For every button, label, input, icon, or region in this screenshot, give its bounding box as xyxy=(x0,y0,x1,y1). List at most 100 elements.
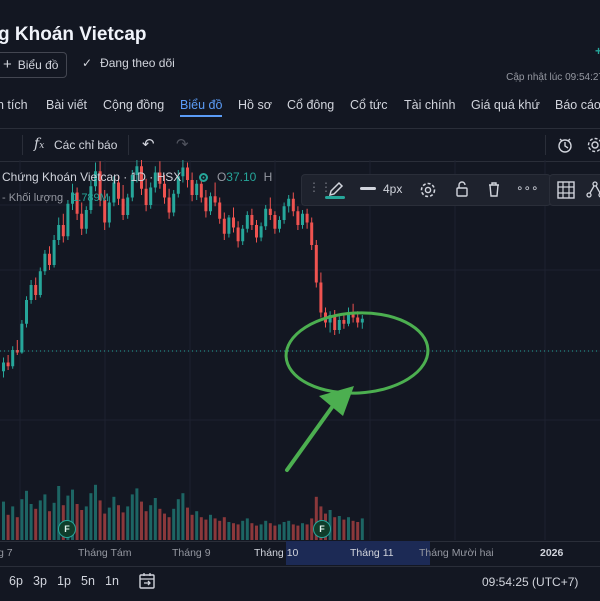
indicators-button[interactable]: Các chỉ báo xyxy=(54,138,117,152)
pen-color-indicator xyxy=(325,196,345,199)
tab-articles[interactable]: Bài viết xyxy=(46,98,87,112)
tab-community[interactable]: Cộng đồng xyxy=(103,98,164,112)
range-6m-button[interactable]: 6p xyxy=(9,574,23,588)
candle-body xyxy=(25,300,28,324)
volume-bar xyxy=(30,504,33,540)
range-5d-button[interactable]: 5n xyxy=(81,574,95,588)
volume-bar xyxy=(264,521,267,540)
volume-bar xyxy=(34,509,37,540)
high-label: H xyxy=(264,170,273,184)
range-3m-button[interactable]: 3p xyxy=(33,574,47,588)
financial-event-marker[interactable]: F xyxy=(313,520,331,538)
candle-body xyxy=(250,215,253,225)
candle-body xyxy=(269,209,272,215)
indicators-icon[interactable]: fx xyxy=(34,136,44,152)
volume-bar xyxy=(306,524,309,540)
volume-bar xyxy=(20,499,23,540)
undo-icon[interactable]: ↶ xyxy=(142,135,155,153)
volume-bar xyxy=(177,499,180,540)
candle-body xyxy=(108,203,111,223)
annotation-arrow-shaft[interactable] xyxy=(287,396,340,470)
candle-body xyxy=(2,363,5,372)
chart-legend-volume: - Khối lượng 1.789M xyxy=(2,192,109,204)
candle-body xyxy=(283,206,286,220)
volume-bar xyxy=(108,508,111,540)
candle-body xyxy=(273,215,276,229)
x-tick-label: Tháng 11 xyxy=(350,547,394,559)
candle-body xyxy=(62,225,65,236)
unlock-icon[interactable] xyxy=(453,180,471,198)
volume-bar xyxy=(76,504,79,540)
settings-gear-icon[interactable] xyxy=(419,181,437,199)
add-chart-button[interactable]: + Biểu đồ xyxy=(0,52,67,78)
volume-bar xyxy=(356,522,359,540)
chart-legend-symbol: Chứng Khoán Vietcap · 1D · HSX O37.10 H xyxy=(2,170,272,184)
candle-body xyxy=(278,220,281,229)
candle-body xyxy=(287,199,290,207)
toolbar-divider xyxy=(545,135,546,155)
candle-body xyxy=(310,223,313,246)
volume-bar xyxy=(25,491,28,540)
following-label: Đang theo dõi xyxy=(100,56,175,70)
candle-body xyxy=(301,214,304,225)
volume-bar xyxy=(94,485,97,540)
volume-bar xyxy=(48,511,51,540)
volume-bar xyxy=(158,509,161,540)
candle-body xyxy=(112,183,115,203)
candle-body xyxy=(292,199,295,212)
chart-canvas[interactable] xyxy=(0,160,600,540)
range-1m-button[interactable]: 1p xyxy=(57,574,71,588)
market-open-dot-icon xyxy=(199,173,208,182)
calendar-range-icon[interactable] xyxy=(138,572,156,590)
candle-body xyxy=(241,229,244,242)
drawing-toolbar: ⋮⋮ ∘∘∘ xyxy=(301,174,551,206)
volume-bar xyxy=(168,517,171,540)
volume-bar xyxy=(99,500,102,540)
volume-bars xyxy=(2,485,364,540)
volume-bar xyxy=(241,521,244,540)
tab-reports[interactable]: Báo cáo xyxy=(555,98,600,112)
tab-dividends[interactable]: Cổ tức xyxy=(350,98,388,112)
line-width-swatch[interactable] xyxy=(360,187,376,190)
grid-layout-icon[interactable] xyxy=(556,180,576,200)
check-icon: ✓ xyxy=(82,56,92,70)
volume-bar xyxy=(181,493,184,540)
candle-body xyxy=(223,219,226,234)
more-icon[interactable]: ∘∘∘ xyxy=(516,181,539,195)
financial-event-marker[interactable]: F xyxy=(58,520,76,538)
price-change: + xyxy=(595,44,600,58)
volume-bar xyxy=(342,520,345,540)
tab-financials[interactable]: Tài chính xyxy=(404,98,455,112)
volume-bar xyxy=(361,518,364,540)
alert-clock-icon[interactable] xyxy=(556,136,574,154)
stock-header: g Khoán Vietcap + + Biểu đồ ✓ Đang theo … xyxy=(0,0,600,90)
trash-icon[interactable] xyxy=(485,180,503,198)
following-button[interactable]: ✓ Đang theo dõi xyxy=(82,56,175,70)
redo-icon[interactable]: ↷ xyxy=(176,135,189,153)
volume-bar xyxy=(292,524,295,540)
tab-price-history[interactable]: Giá quá khứ xyxy=(471,98,540,112)
volume-bar xyxy=(260,524,263,540)
settings-gear-icon[interactable] xyxy=(586,136,600,154)
tab-chart[interactable]: Biểu đồ xyxy=(180,98,222,112)
chart-grid xyxy=(0,160,600,540)
price-chart[interactable] xyxy=(0,160,600,540)
volume-bar xyxy=(53,503,56,540)
candle-body xyxy=(7,363,10,367)
tab-shareholders[interactable]: Cổ đông xyxy=(287,98,334,112)
x-tick-label: Tháng 10 xyxy=(254,547,298,559)
tab-analysis[interactable]: n tích xyxy=(0,98,28,112)
volume-bar xyxy=(186,508,189,540)
volume-bar xyxy=(140,502,143,540)
volume-bar xyxy=(301,523,304,540)
candle-body xyxy=(204,198,207,212)
line-width-label[interactable]: 4px xyxy=(383,182,402,196)
tab-profile[interactable]: Hồ sơ xyxy=(238,98,272,112)
range-1d-button[interactable]: 1n xyxy=(105,574,119,588)
open-label: O xyxy=(217,170,226,184)
node-tool-icon[interactable] xyxy=(586,180,600,200)
candle-body xyxy=(57,225,60,240)
candle-body xyxy=(122,199,125,215)
candle-body xyxy=(356,318,359,323)
candle-body xyxy=(214,196,217,202)
